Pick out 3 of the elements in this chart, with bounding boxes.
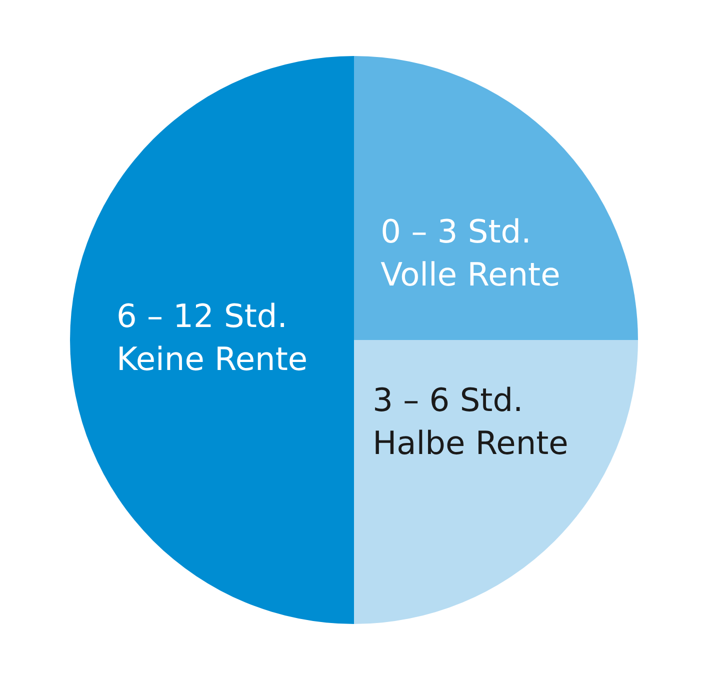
slice-label: 0 – 3 Std. Volle Rente [380, 212, 560, 294]
slice-label: 3 – 6 Std. Halbe Rente [372, 381, 568, 462]
slice-label: 6 – 12 Std. Keine Rente [116, 296, 308, 378]
